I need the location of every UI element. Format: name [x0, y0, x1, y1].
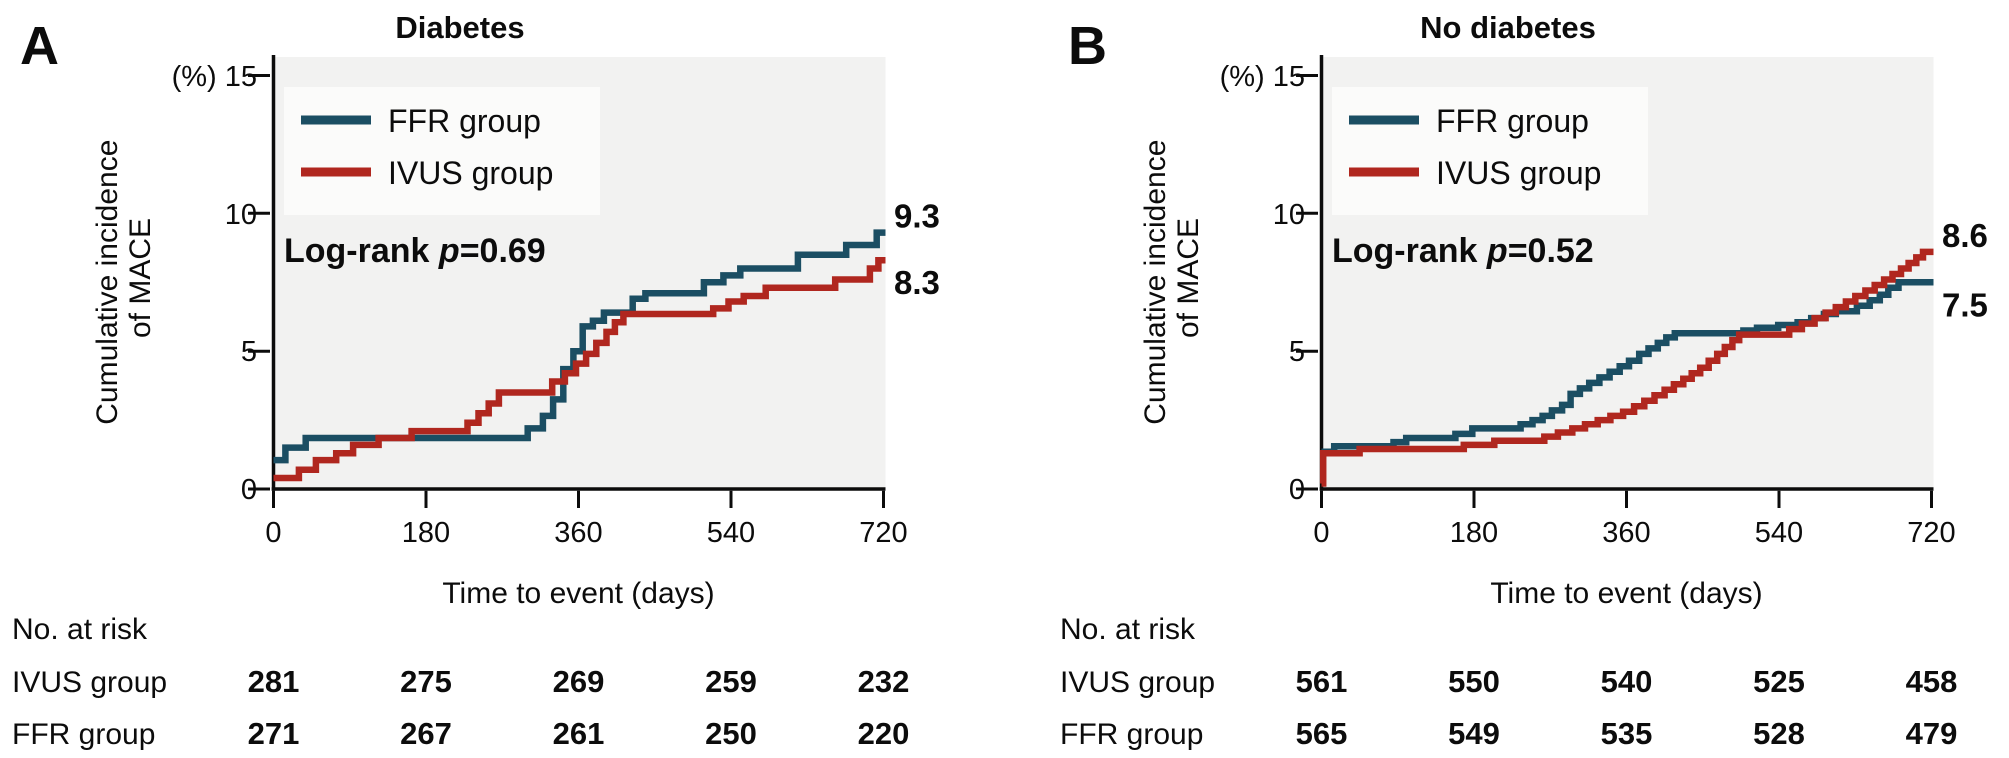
x-tick-label-0: 0 [265, 517, 281, 549]
x-tick-label-180: 180 [402, 517, 450, 549]
logrank-annotation: Log-rank p=0.69 [284, 232, 546, 270]
y-tick-label-10: 10 [1273, 199, 1305, 231]
legend: FFR group IVUS group [284, 87, 600, 215]
y-tick-label-5: 5 [1289, 336, 1305, 368]
x-tick-label-720: 720 [1907, 517, 1955, 549]
x-tick-label-540: 540 [707, 517, 755, 549]
at-risk-value: 535 [1601, 716, 1653, 751]
at-risk-value: 479 [1906, 716, 1958, 751]
at-risk-value: 220 [858, 716, 910, 751]
panel-a-letter: A [20, 16, 58, 76]
at-risk-heading: No. at risk [1060, 613, 1196, 646]
at-risk-value: 267 [400, 716, 452, 751]
x-axis: 0 180 360 540 720 Time to event (days) [265, 487, 908, 610]
x-tick-label-720: 720 [859, 517, 907, 549]
y-axis: (%) 15 10 5 0 Cumulative incidence of MA… [91, 55, 276, 506]
at-risk-value: 259 [705, 664, 757, 699]
x-tick-label-0: 0 [1313, 517, 1329, 549]
at-risk-value: 281 [248, 664, 300, 699]
ivus-curve [1319, 248, 1934, 487]
ffr-curve [273, 229, 886, 464]
ffr-end-value: 7.5 [1942, 286, 1988, 323]
ivus-end-value: 8.3 [894, 264, 940, 301]
at-risk-table: No. at risk IVUS group 281 275 269 259 2… [12, 613, 909, 751]
logrank-value: =0.69 [460, 232, 546, 270]
at-risk-value: 565 [1296, 716, 1348, 751]
legend-label-ivus: IVUS group [1436, 155, 1601, 191]
panel-b-title: No diabetes [1420, 10, 1596, 45]
logrank-prefix: Log-rank [1332, 232, 1487, 270]
y-axis-title-line2: of MACE [1172, 218, 1205, 338]
at-risk-value: 261 [553, 716, 605, 751]
x-tick-label-360: 360 [1602, 517, 1650, 549]
logrank-value: =0.52 [1508, 232, 1594, 270]
x-tick-label-360: 360 [554, 517, 602, 549]
at-risk-value: 250 [705, 716, 757, 751]
x-axis-title: Time to event (days) [1490, 577, 1762, 610]
at-risk-table: No. at risk IVUS group 561 550 540 525 4… [1060, 613, 1957, 751]
y-axis-title: Cumulative incidence of MACE [91, 131, 157, 425]
logrank-p-symbol: p [1486, 232, 1508, 270]
legend: FFR group IVUS group [1332, 87, 1648, 215]
legend-label-ffr: FFR group [388, 103, 541, 139]
at-risk-row-ivus-label: IVUS group [1060, 666, 1215, 699]
at-risk-value: 550 [1448, 664, 1500, 699]
at-risk-value: 269 [553, 664, 605, 699]
y-axis-title: Cumulative incidence of MACE [1139, 131, 1205, 425]
at-risk-value: 528 [1753, 716, 1805, 751]
at-risk-value: 561 [1296, 664, 1348, 699]
panel-b-letter: B [1068, 16, 1106, 76]
y-axis: (%) 15 10 5 0 Cumulative incidence of MA… [1139, 55, 1324, 506]
y-tick-label-10: 10 [225, 199, 257, 231]
y-tick-label-top: (%) 15 [1220, 61, 1305, 93]
x-tick-label-540: 540 [1755, 517, 1803, 549]
y-tick-label-0: 0 [241, 474, 257, 506]
at-risk-heading: No. at risk [12, 613, 148, 646]
y-tick-label-5: 5 [241, 336, 257, 368]
ivus-end-value: 8.6 [1942, 217, 1988, 254]
at-risk-value: 540 [1601, 664, 1653, 699]
at-risk-value: 525 [1753, 664, 1805, 699]
x-tick-label-180: 180 [1450, 517, 1498, 549]
logrank-prefix: Log-rank [284, 232, 439, 270]
panel-a-title: Diabetes [395, 10, 524, 45]
logrank-p-symbol: p [438, 232, 460, 270]
y-tick-label-top: (%) 15 [172, 61, 257, 93]
panel-a: A Diabetes (%) 15 10 5 0 Cumulative inci… [12, 10, 940, 751]
y-axis-title-line2: of MACE [124, 218, 157, 338]
logrank-annotation: Log-rank p=0.52 [1332, 232, 1594, 270]
legend-background [284, 87, 600, 215]
at-risk-row-ivus-label: IVUS group [12, 666, 167, 699]
at-risk-row-ffr-label: FFR group [12, 718, 155, 751]
legend-label-ivus: IVUS group [388, 155, 553, 191]
panel-b: B No diabetes (%) 15 10 5 0 Cumulative i… [1060, 10, 1988, 751]
at-risk-value: 549 [1448, 716, 1500, 751]
y-tick-label-0: 0 [1289, 474, 1305, 506]
at-risk-value: 458 [1906, 664, 1958, 699]
at-risk-value: 232 [858, 664, 910, 699]
x-axis: 0 180 360 540 720 Time to event (days) [1313, 487, 1956, 610]
legend-background [1332, 87, 1648, 215]
panel-b-content: B No diabetes (%) 15 10 5 0 Cumulative i… [1060, 10, 1988, 751]
at-risk-row-ffr-label: FFR group [1060, 718, 1203, 751]
ffr-end-value: 9.3 [894, 198, 940, 235]
y-axis-title-line1: Cumulative incidence [1139, 140, 1172, 425]
x-axis-title: Time to event (days) [442, 577, 714, 610]
ivus-curve [273, 256, 886, 482]
at-risk-value: 275 [400, 664, 452, 699]
legend-label-ffr: FFR group [1436, 103, 1589, 139]
y-axis-title-line1: Cumulative incidence [91, 140, 124, 425]
at-risk-value: 271 [248, 716, 300, 751]
